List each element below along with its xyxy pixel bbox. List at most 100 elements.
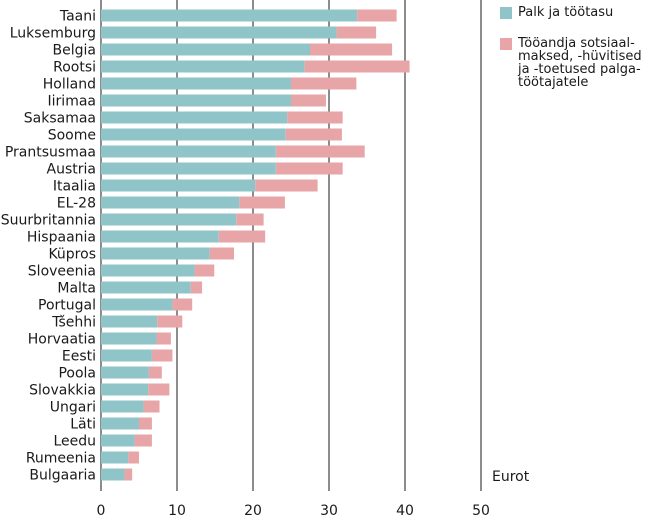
bar-social-15 (194, 264, 215, 277)
bar-social-20 (151, 349, 173, 362)
category-label-22: Slovakkia (29, 383, 96, 399)
x-tick-labels: 0 10 20 30 40 50 (97, 503, 490, 515)
bar-wages-2 (101, 43, 310, 56)
bar-social-8 (275, 145, 365, 158)
x-axis-label: Eurot (492, 469, 530, 485)
bar-wages-0 (101, 9, 358, 22)
category-label-19: Horvaatia (28, 332, 96, 348)
category-label-3: Rootsi (53, 60, 96, 76)
category-label-27: Bulgaaria (29, 468, 96, 484)
category-label-0: Taani (59, 9, 96, 25)
bar-social-23 (143, 400, 160, 413)
category-label-18: Tšehhi (51, 315, 96, 331)
bar-wages-7 (101, 128, 286, 141)
bar-social-18 (157, 315, 183, 328)
legend-label-wages: Palk ja töötasu (518, 5, 614, 20)
bar-social-24 (139, 417, 152, 430)
category-label-7: Soome (48, 128, 96, 144)
bar-social-25 (134, 434, 152, 447)
bar-wages-27 (101, 468, 125, 481)
x-tick-label-20: 20 (244, 503, 262, 515)
x-tick-label-50: 50 (472, 503, 490, 515)
legend-label-social-contributions: Tööandja sotsiaal-maksed, -hüvitised ja … (518, 36, 642, 90)
legend-item-wages: Palk ja töötasu (500, 6, 656, 19)
bar-wages-13 (101, 230, 219, 243)
bar-social-21 (148, 366, 162, 379)
category-label-15: Sloveenia (28, 264, 96, 280)
legend: Palk ja töötasu Tööandja sotsiaal-maksed… (500, 6, 656, 107)
category-label-14: Küpros (48, 247, 96, 263)
bar-wages-6 (101, 111, 288, 124)
category-label-16: Malta (57, 281, 96, 297)
category-label-23: Ungari (50, 400, 96, 416)
bar-social-22 (148, 383, 170, 396)
bar-wages-20 (101, 349, 152, 362)
bar-wages-22 (101, 383, 149, 396)
bar-social-9 (275, 162, 343, 175)
bar-social-10 (255, 179, 318, 192)
bar-wages-23 (101, 400, 144, 413)
bar-social-3 (304, 60, 410, 73)
category-label-12: Suurbritannia (1, 213, 96, 229)
category-label-1: Luksemburg (10, 26, 96, 42)
category-labels: TaaniLuksemburgBelgiaRootsiHollandIirima… (1, 9, 96, 484)
x-tick-label-40: 40 (396, 503, 414, 515)
bar-wages-15 (101, 264, 195, 277)
category-label-2: Belgia (53, 43, 96, 59)
category-label-11: EL-28 (57, 196, 96, 212)
category-label-6: Saksamaa (24, 111, 96, 127)
legend-item-social-contributions: Tööandja sotsiaal-maksed, -hüvitised ja … (500, 37, 656, 89)
bar-layer (101, 9, 410, 481)
x-tick-label-30: 30 (320, 503, 338, 515)
bar-social-0 (357, 9, 397, 22)
bar-social-4 (291, 77, 357, 90)
bar-social-16 (190, 281, 203, 294)
bar-wages-19 (101, 332, 157, 345)
bar-wages-8 (101, 145, 276, 158)
category-label-4: Holland (43, 77, 96, 93)
bar-social-27 (124, 468, 133, 481)
category-label-24: Läti (70, 417, 96, 433)
bar-social-19 (156, 332, 171, 345)
category-label-13: Hispaania (27, 230, 96, 246)
bar-social-5 (291, 94, 326, 107)
category-label-20: Eesti (62, 349, 96, 365)
bar-wages-24 (101, 417, 139, 430)
bar-wages-10 (101, 179, 256, 192)
bar-wages-12 (101, 213, 237, 226)
bar-social-14 (209, 247, 234, 260)
category-label-5: Iirimaa (48, 94, 96, 110)
bar-wages-11 (101, 196, 240, 209)
bar-wages-5 (101, 94, 291, 107)
category-label-9: Austria (47, 162, 96, 178)
bar-wages-26 (101, 451, 129, 464)
bar-social-17 (172, 298, 193, 311)
category-label-8: Prantsusmaa (5, 145, 96, 161)
bar-wages-14 (101, 247, 210, 260)
bar-social-12 (236, 213, 264, 226)
bar-social-7 (285, 128, 342, 141)
bar-wages-17 (101, 298, 173, 311)
bar-social-1 (336, 26, 377, 39)
bar-wages-25 (101, 434, 135, 447)
bar-social-2 (310, 43, 393, 56)
category-label-26: Rumeenia (26, 451, 96, 467)
bar-social-13 (218, 230, 266, 243)
bar-social-6 (287, 111, 343, 124)
bar-wages-16 (101, 281, 191, 294)
gridlines (100, 0, 482, 491)
bar-wages-18 (101, 315, 158, 328)
bar-wages-3 (101, 60, 305, 73)
bar-wages-9 (101, 162, 276, 175)
bar-social-26 (128, 451, 139, 464)
x-tick-label-10: 10 (168, 503, 186, 515)
bar-wages-21 (101, 366, 149, 379)
bar-social-11 (239, 196, 285, 209)
x-tick-label-0: 0 (97, 503, 106, 515)
category-label-25: Leedu (53, 434, 96, 450)
bar-wages-1 (101, 26, 337, 39)
category-label-17: Portugal (38, 298, 96, 314)
legend-swatch-social-contributions (500, 38, 512, 50)
category-label-21: Poola (58, 366, 96, 382)
